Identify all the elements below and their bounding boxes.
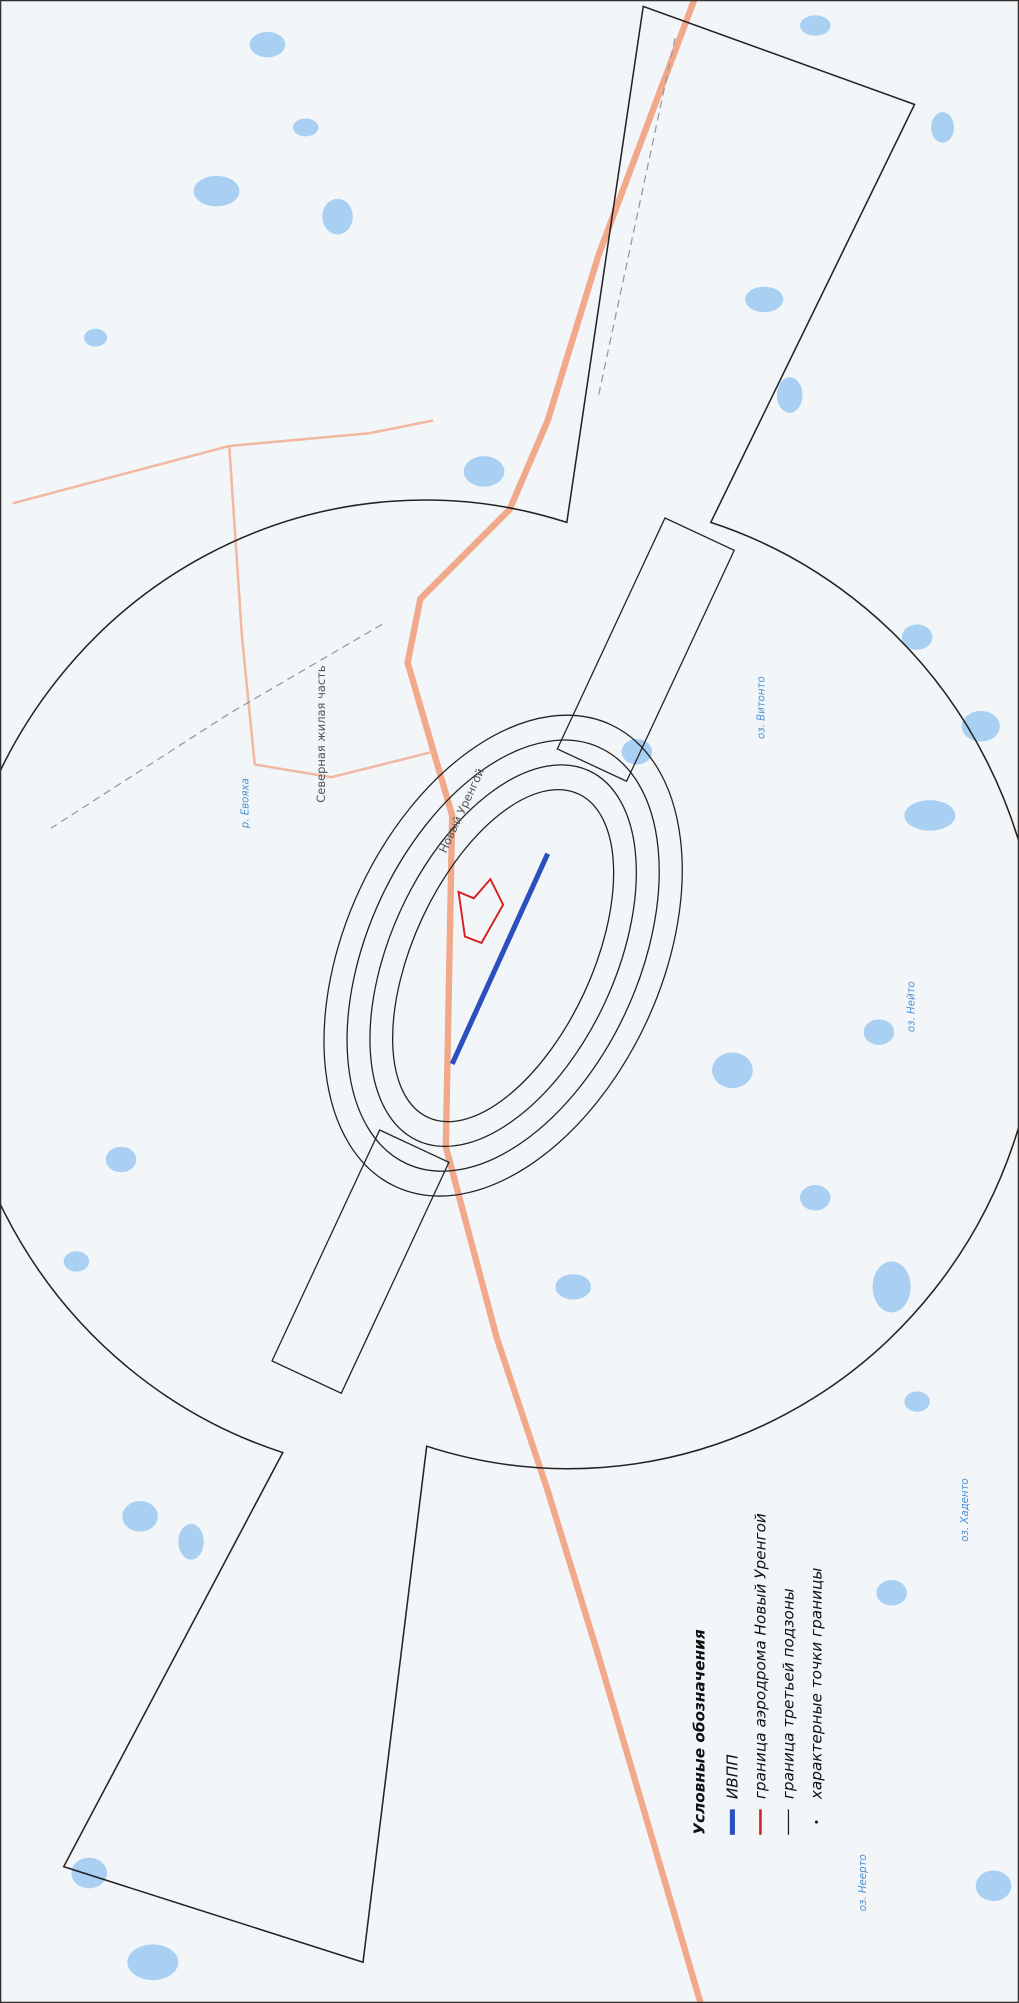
- rings: [271, 517, 736, 1395]
- legend-item: характерные точки границы: [808, 1568, 826, 1801]
- lake-label: оз. Неерто: [858, 1854, 869, 1911]
- legend-title: Условные обозначения: [690, 1629, 708, 1835]
- boundary-dashed: [50, 38, 676, 829]
- runway: [449, 852, 551, 1065]
- lake-label: оз. Витонто: [756, 676, 767, 739]
- legend: Условные обозначения ИВПП граница аэродр…: [690, 1513, 825, 1835]
- road-minor: [12, 419, 434, 779]
- lakes: [63, 15, 1012, 1981]
- aerodrome-boundary: [457, 877, 505, 945]
- legend-swatch: [814, 1820, 819, 1824]
- lake-label: оз. Нейто: [907, 981, 918, 1032]
- legend-item: граница аэродрома Новый Уренгой: [752, 1513, 770, 1799]
- district-label: Северная жилая часть: [314, 665, 328, 803]
- lake-label: оз. Хаденто: [960, 1478, 971, 1542]
- legend-item: граница третьей подзоны: [780, 1588, 798, 1799]
- river-label: р. Евояха: [240, 778, 251, 829]
- legend-item: ИВПП: [724, 1754, 742, 1799]
- road: [404, 0, 704, 2003]
